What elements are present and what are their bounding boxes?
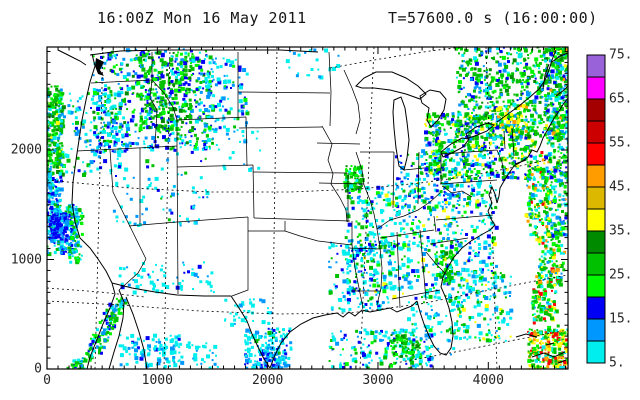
colorbar-cell-30 (586, 230, 606, 254)
colorbar-label: 75. (609, 47, 633, 63)
colorbar-label: 45. (609, 179, 633, 195)
colorbar-cell-5 (586, 340, 606, 364)
colorbar-cell-70 (586, 54, 606, 78)
colorbar-label: 65. (609, 91, 633, 107)
colorbar-cell-35 (586, 208, 606, 232)
colorbar-label: 15. (609, 311, 633, 327)
x-tick-label: 2000 (251, 373, 284, 388)
plot-title-model-time: T=57600.0 s (16:00:00) (388, 9, 598, 27)
colorbar-cell-65 (586, 76, 606, 100)
colorbar-cell-55 (586, 120, 606, 144)
colorbar-label: 25. (609, 267, 633, 283)
colorbar-cell-40 (586, 186, 606, 210)
colorbar-cell-50 (586, 142, 606, 166)
x-tick-label: 4000 (472, 373, 504, 388)
colorbar-label: 5. (609, 355, 625, 371)
x-tick-label: 1000 (141, 373, 173, 388)
colorbar-cell-60 (586, 98, 606, 122)
colorbar-label: 55. (609, 135, 633, 151)
colorbar-cell-45 (586, 164, 606, 188)
colorbar-cell-25 (586, 252, 606, 276)
colorbar-cell-20 (586, 274, 606, 298)
y-tick-label: 0 (34, 361, 42, 377)
colorbar-label: 35. (609, 223, 633, 239)
y-tick-label: 2000 (10, 142, 42, 158)
x-tick-label: 0 (43, 373, 51, 388)
colorbar-cell-15 (586, 296, 606, 320)
x-tick-label: 3000 (362, 373, 394, 388)
plot-title-datetime: 16:00Z Mon 16 May 2011 (97, 9, 307, 27)
y-tick-label: 1000 (10, 252, 42, 267)
colorbar-cell-10 (586, 318, 606, 342)
